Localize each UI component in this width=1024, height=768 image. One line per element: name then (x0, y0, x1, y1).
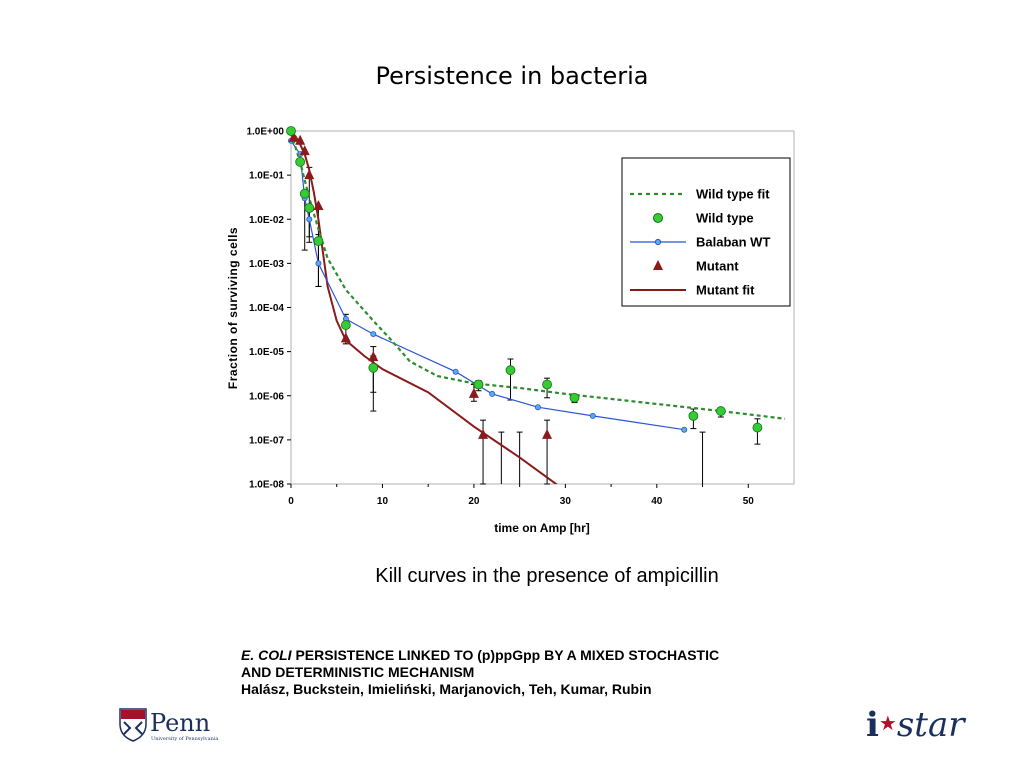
x-tick-label: 40 (651, 496, 663, 507)
wild-type-point (340, 320, 351, 330)
citation-organism: E. COLI (241, 647, 292, 663)
wild-type-point (542, 379, 552, 390)
wild-type-point (752, 422, 763, 433)
x-tick-label: 50 (743, 496, 755, 507)
y-tick-label: 1.0E-01 (249, 171, 284, 182)
penn-shield-icon (119, 708, 147, 742)
wild-type-point (688, 410, 699, 421)
slide-caption: Kill curves in the presence of ampicilli… (375, 565, 719, 587)
y-tick-label: 1.0E+00 (246, 127, 284, 138)
mutant-point (340, 332, 351, 343)
mutant-point (304, 169, 315, 180)
legend-label: Mutant fit (696, 283, 755, 298)
series-wild-type-fit (289, 132, 786, 420)
legend-box (621, 157, 791, 307)
slide-title: Persistence in bacteria (375, 62, 649, 90)
mutant-point (478, 428, 489, 439)
y-tick-label: 1.0E-04 (249, 303, 284, 314)
y-tick-label: 1.0E-06 (249, 391, 284, 402)
balaban-wt-point (681, 426, 688, 433)
balaban-wt-point (489, 390, 496, 397)
legend-label: Wild type fit (696, 187, 770, 202)
mutant-point (299, 145, 310, 156)
wild-type-point (473, 379, 484, 390)
y-axis-ticks: 1.0E+00 1.0E-01 1.0E-02 1.0E-03 1.0E-04 1.0E-… (246, 127, 291, 491)
x-tick-label: 10 (377, 496, 389, 507)
citation-title-line2: AND DETERMINISTIC MECHANISM (241, 664, 475, 680)
balaban-wt-point (306, 216, 313, 223)
wild-type-point (715, 406, 726, 416)
x-tick-label: 0 (288, 496, 294, 507)
series-mutant-fit (291, 131, 558, 484)
istar-word: star (896, 705, 965, 745)
penn-wordmark: Penn (150, 709, 210, 737)
x-tick-label: 20 (468, 496, 480, 507)
mutant-point (468, 387, 479, 398)
mutant-point (313, 199, 324, 210)
y-tick-label: 1.0E-07 (249, 435, 284, 446)
star-icon: ★ (878, 711, 897, 735)
legend-swatch-mutant (653, 260, 663, 270)
balaban-wt-point (315, 260, 322, 267)
mutant-point (368, 351, 379, 362)
legend-swatch-wild-type (653, 213, 663, 223)
y-tick-label: 1.0E-08 (249, 480, 284, 491)
legend-label: Wild type (696, 211, 754, 226)
wild-type-point (295, 156, 306, 167)
wild-type-point (505, 365, 516, 376)
wild-type-point (304, 203, 315, 213)
istar-i: i (866, 705, 879, 745)
legend: Wild type fit Wild type Balaban WT Mutant Mu… (621, 157, 791, 307)
balaban-wt-point (589, 412, 596, 419)
citation: E. COLI PERSISTENCE LINKED TO (p)ppGpp B… (241, 647, 861, 698)
x-axis-label: time on Amp [hr] (494, 521, 590, 535)
citation-title-line1: PERSISTENCE LINKED TO (p)ppGpp BY A MIXE… (291, 647, 720, 663)
y-tick-label: 1.0E-02 (249, 215, 284, 226)
balaban-wt-point (534, 404, 541, 411)
wild-type-point (569, 392, 580, 403)
penn-subtext: University of Pennsylvania (151, 736, 218, 742)
y-tick-label: 1.0E-03 (249, 259, 284, 270)
kill-curve-chart: 1.0E+00 1.0E-01 1.0E-02 1.0E-03 1.0E-04 1.0E-… (226, 126, 795, 535)
wild-type-point (368, 362, 379, 373)
balaban-wt-point (452, 368, 459, 375)
x-axis-ticks: 0 10 20 30 40 50 (288, 484, 754, 507)
legend-label: Mutant (696, 259, 739, 274)
istar-logo: i★star (866, 705, 965, 745)
penn-logo: Penn University of Pennsylvania (118, 706, 228, 747)
mutant-point (542, 428, 553, 439)
wild-type-point (313, 236, 324, 246)
mutant-point (295, 134, 306, 145)
wild-type-point (299, 188, 310, 199)
citation-authors: Halász, Buckstein, Imieliński, Marjanovi… (241, 681, 652, 697)
x-tick-label: 30 (560, 496, 572, 507)
wild-type-point (286, 126, 296, 136)
balaban-wt-point (370, 331, 377, 338)
legend-label: Balaban WT (696, 235, 770, 250)
y-tick-label: 1.0E-05 (249, 347, 284, 358)
series-layer (286, 126, 786, 485)
mutant-point (288, 131, 299, 142)
y-axis-label: Fraction of surviving cells (226, 227, 240, 389)
legend-swatch-balaban-point (654, 238, 662, 246)
